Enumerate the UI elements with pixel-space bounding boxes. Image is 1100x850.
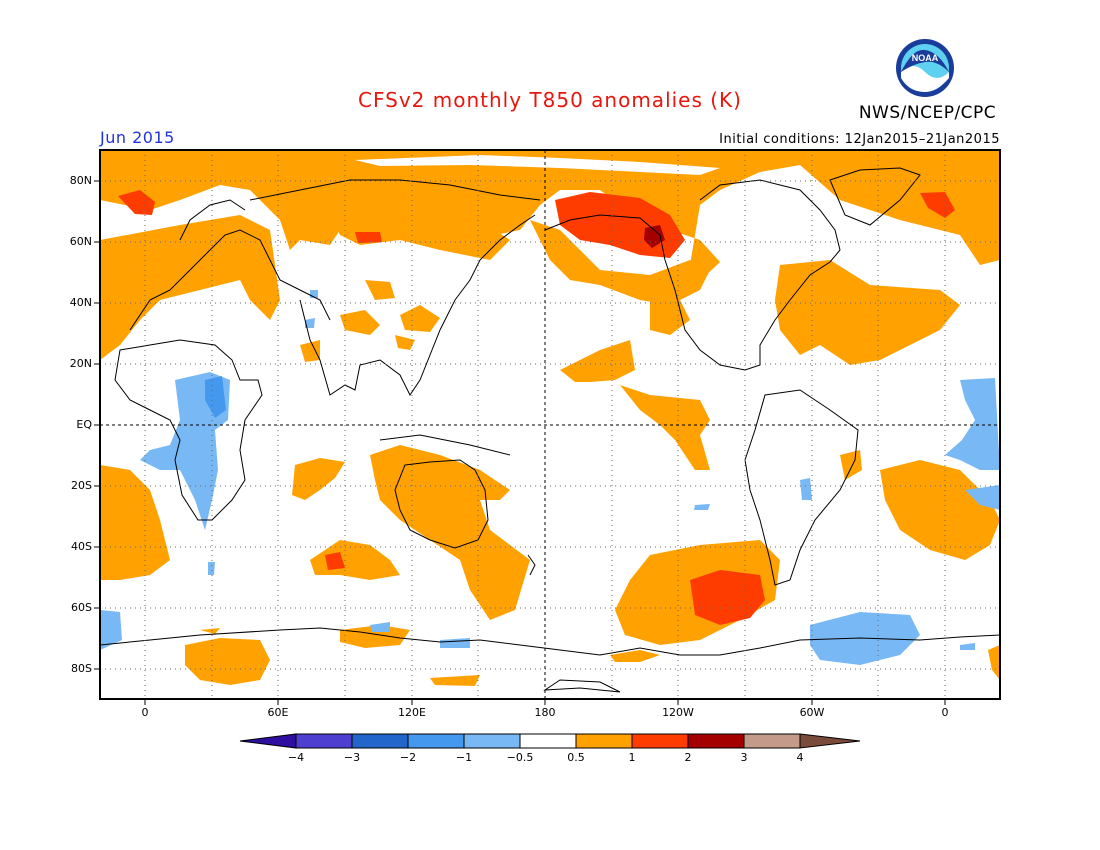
lat-label-20n: 20N: [69, 357, 92, 370]
colorbar-label-neg3: −3: [343, 751, 361, 764]
colorbar-cell-9: [743, 733, 801, 749]
lat-label-80n: 80N: [69, 174, 92, 187]
colorbar-cell-4: [463, 733, 521, 749]
lon-label-60w: 60W: [799, 706, 825, 719]
map-body: [100, 150, 1000, 699]
colorbar-cell-1: [295, 733, 353, 749]
colorbar-cell-3: [407, 733, 465, 749]
logo-text: NOAA: [912, 53, 939, 63]
colorbar-label-neg1: −1: [455, 751, 473, 764]
lat-label-eq: EQ: [76, 418, 92, 431]
colorbar-cell-10: [799, 733, 861, 749]
colorbar-cell-0: [239, 733, 297, 749]
arctic-gap: [355, 155, 720, 175]
lon-label-180: 180: [534, 706, 556, 719]
colorbar-cell-6: [575, 733, 633, 749]
colorbar-label-2: 2: [684, 751, 692, 764]
colorbar-cell-8: [687, 733, 745, 749]
colorbar-label-neg2: −2: [399, 751, 417, 764]
colorbar-label-neg4: −4: [287, 751, 305, 764]
colorbar-label-3: 3: [740, 751, 748, 764]
forecast-month: Jun 2015: [100, 128, 175, 147]
lat-label-40n: 40N: [69, 296, 92, 309]
lat-label-40s: 40S: [71, 540, 92, 553]
map-title: CFSv2 monthly T850 anomalies (K): [358, 88, 742, 112]
lat-label-80s: 80S: [71, 662, 92, 675]
colorbar: [239, 733, 861, 749]
axis-ticks: [94, 180, 946, 705]
lon-label-120e: 120E: [398, 706, 426, 719]
moderate-cool-regions: [205, 376, 226, 418]
colorbar-cell-2: [351, 733, 409, 749]
lat-label-60n: 60N: [69, 235, 92, 248]
equator-dateline: [100, 150, 1000, 699]
colorbar-cell-5: [519, 733, 577, 749]
lat-label-20s: 20S: [71, 479, 92, 492]
colorbar-label-neg05: −0.5: [506, 751, 534, 764]
colorbar-label-05: 0.5: [567, 751, 585, 764]
warm-anomaly-regions: [100, 150, 1000, 686]
initial-conditions: Initial conditions: 12Jan2015–21Jan2015: [719, 132, 1000, 147]
lon-label-0: 0: [141, 706, 149, 719]
map-grid: [100, 150, 1000, 699]
colorbar-label-4: 4: [796, 751, 804, 764]
lon-label-0-right: 0: [941, 706, 949, 719]
strong-warm-regions: [644, 225, 665, 248]
noaa-logo: NOAA: [895, 38, 955, 102]
colorbar-cell-7: [631, 733, 689, 749]
agency-label: NWS/NCEP/CPC: [858, 103, 997, 123]
colorbar-label-1: 1: [628, 751, 636, 764]
lon-label-120w: 120W: [662, 706, 694, 719]
lon-label-60e: 60E: [267, 706, 289, 719]
coastlines: [100, 167, 1000, 693]
lat-label-60s: 60S: [71, 601, 92, 614]
